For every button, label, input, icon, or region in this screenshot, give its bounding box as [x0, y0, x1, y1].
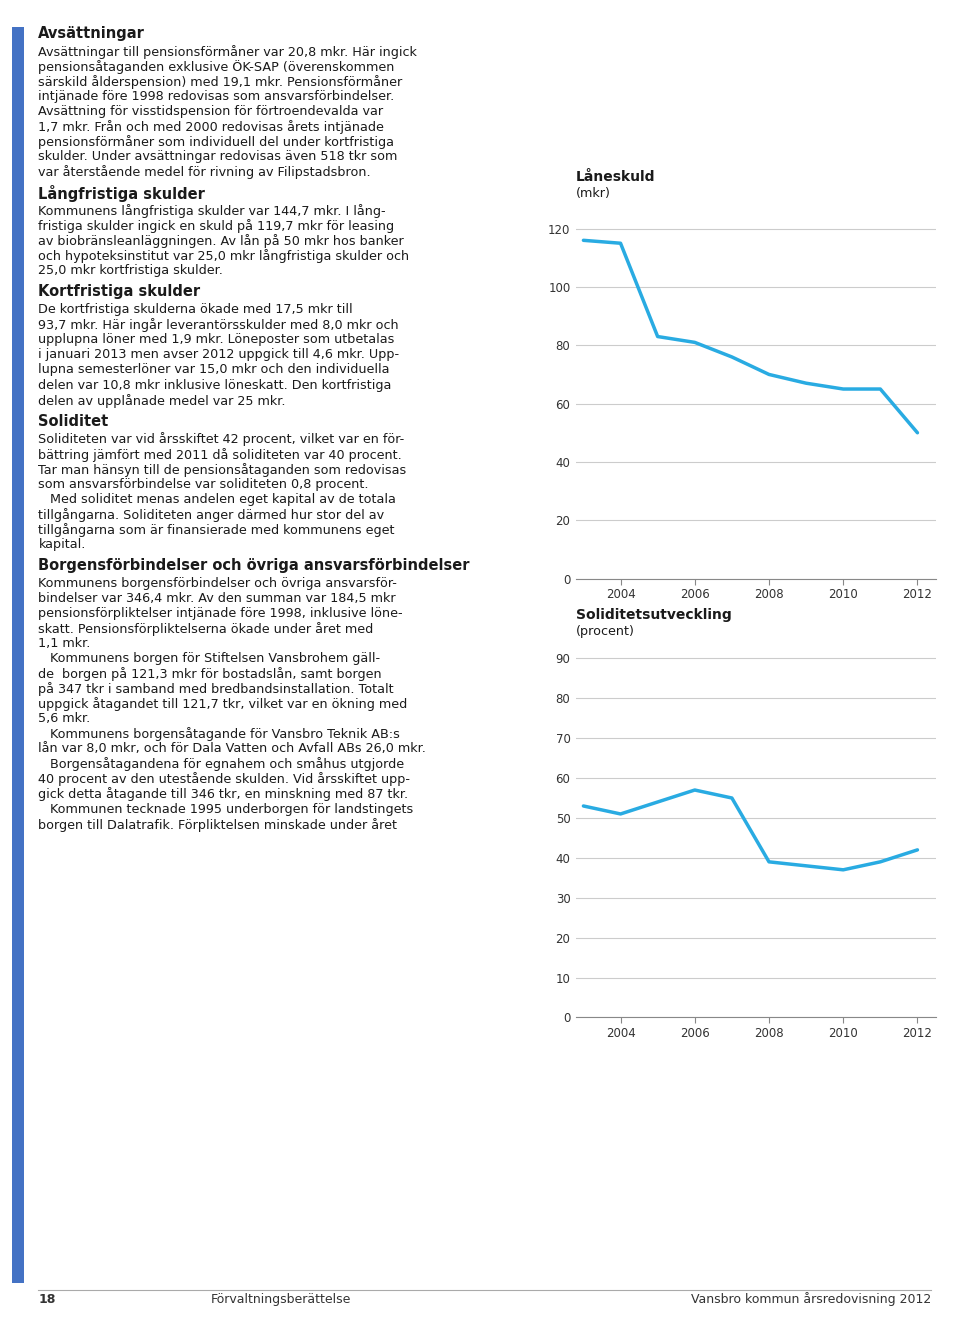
Text: skulder. Under avsättningar redovisas även 518 tkr som: skulder. Under avsättningar redovisas äv…: [38, 150, 397, 164]
Text: 93,7 mkr. Här ingår leverantörsskulder med 8,0 mkr och: 93,7 mkr. Här ingår leverantörsskulder m…: [38, 318, 399, 332]
Text: Soliditeten var vid årsskiftet 42 procent, vilket var en för-: Soliditeten var vid årsskiftet 42 procen…: [38, 432, 405, 447]
Text: borgen till Dalatrafik. Förpliktelsen minskade under året: borgen till Dalatrafik. Förpliktelsen mi…: [38, 818, 397, 831]
Text: var återstående medel för rivning av Filipstadsbron.: var återstående medel för rivning av Fil…: [38, 165, 371, 180]
Text: 18: 18: [38, 1293, 56, 1306]
Text: på 347 tkr i samband med bredbandsinstallation. Totalt: på 347 tkr i samband med bredbandsinstal…: [38, 682, 394, 696]
Text: (procent): (procent): [576, 625, 635, 638]
Text: Kommunens borgensförbindelser och övriga ansvarsför-: Kommunens borgensförbindelser och övriga…: [38, 577, 397, 589]
Text: 1,7 mkr. Från och med 2000 redovisas årets intjänade: 1,7 mkr. Från och med 2000 redovisas åre…: [38, 120, 384, 134]
Text: bättring jämfört med 2011 då soliditeten var 40 procent.: bättring jämfört med 2011 då soliditeten…: [38, 448, 402, 462]
Text: intjänade före 1998 redovisas som ansvarsförbindelser.: intjänade före 1998 redovisas som ansvar…: [38, 90, 395, 102]
Text: Kommunens borgen för Stiftelsen Vansbrohem gäll-: Kommunens borgen för Stiftelsen Vansbroh…: [38, 652, 380, 665]
Text: Soliditet: Soliditet: [38, 414, 108, 428]
Text: Kortfristiga skulder: Kortfristiga skulder: [38, 285, 201, 299]
Text: kapital.: kapital.: [38, 537, 85, 551]
Text: och hypoteksinstitut var 25,0 mkr långfristiga skulder och: och hypoteksinstitut var 25,0 mkr långfr…: [38, 249, 410, 263]
Text: Avsättningar till pensionsförmåner var 20,8 mkr. Här ingick: Avsättningar till pensionsförmåner var 2…: [38, 45, 418, 59]
Text: upplupna löner med 1,9 mkr. Löneposter som utbetalas: upplupna löner med 1,9 mkr. Löneposter s…: [38, 334, 395, 346]
Text: Kommunens borgensåtagande för Vansbro Teknik AB:s: Kommunens borgensåtagande för Vansbro Te…: [38, 728, 400, 741]
Text: Med soliditet menas andelen eget kapital av de totala: Med soliditet menas andelen eget kapital…: [38, 492, 396, 505]
Text: lupna semesterlöner var 15,0 mkr och den individuella: lupna semesterlöner var 15,0 mkr och den…: [38, 363, 390, 376]
Text: bindelser var 346,4 mkr. Av den summan var 184,5 mkr: bindelser var 346,4 mkr. Av den summan v…: [38, 592, 396, 605]
Text: Kommunens långfristiga skulder var 144,7 mkr. I lång-: Kommunens långfristiga skulder var 144,7…: [38, 203, 386, 218]
Text: delen av upplånade medel var 25 mkr.: delen av upplånade medel var 25 mkr.: [38, 394, 286, 407]
Text: av biobränsleanläggningen. Av lån på 50 mkr hos banker: av biobränsleanläggningen. Av lån på 50 …: [38, 234, 404, 249]
Text: gick detta åtagande till 346 tkr, en minskning med 87 tkr.: gick detta åtagande till 346 tkr, en min…: [38, 787, 409, 802]
Text: tillgångarna. Soliditeten anger därmed hur stor del av: tillgångarna. Soliditeten anger därmed h…: [38, 508, 385, 521]
Text: Vansbro kommun årsredovisning 2012: Vansbro kommun årsredovisning 2012: [691, 1291, 931, 1306]
Text: Avsättningar: Avsättningar: [38, 27, 145, 41]
Text: Borgensförbindelser och övriga ansvarsförbindelser: Borgensförbindelser och övriga ansvarsfö…: [38, 559, 469, 573]
Text: 25,0 mkr kortfristiga skulder.: 25,0 mkr kortfristiga skulder.: [38, 265, 224, 278]
Text: 40 procent av den utestående skulden. Vid årsskiftet upp-: 40 procent av den utestående skulden. Vi…: [38, 773, 411, 786]
Text: De kortfristiga skulderna ökade med 17,5 mkr till: De kortfristiga skulderna ökade med 17,5…: [38, 303, 353, 317]
Text: uppgick åtagandet till 121,7 tkr, vilket var en ökning med: uppgick åtagandet till 121,7 tkr, vilket…: [38, 697, 408, 712]
Text: delen var 10,8 mkr inklusive löneskatt. Den kortfristiga: delen var 10,8 mkr inklusive löneskatt. …: [38, 379, 392, 391]
Text: fristiga skulder ingick en skuld på 119,7 mkr för leasing: fristiga skulder ingick en skuld på 119,…: [38, 219, 395, 233]
Text: Tar man hänsyn till de pensionsåtaganden som redovisas: Tar man hänsyn till de pensionsåtaganden…: [38, 463, 407, 476]
Text: de  borgen på 121,3 mkr för bostadslån, samt borgen: de borgen på 121,3 mkr för bostadslån, s…: [38, 668, 382, 681]
Text: (mkr): (mkr): [576, 186, 611, 200]
Text: lån var 8,0 mkr, och för Dala Vatten och Avfall ABs 26,0 mkr.: lån var 8,0 mkr, och för Dala Vatten och…: [38, 742, 426, 755]
Text: Förvaltningsberättelse: Förvaltningsberättelse: [211, 1293, 351, 1306]
Text: pensionsförmåner som individuell del under kortfristiga: pensionsförmåner som individuell del und…: [38, 136, 395, 149]
Text: skatt. Pensionsförpliktelserna ökade under året med: skatt. Pensionsförpliktelserna ökade und…: [38, 622, 373, 636]
Text: 1,1 mkr.: 1,1 mkr.: [38, 637, 91, 650]
Text: Låneskuld: Låneskuld: [576, 169, 656, 184]
Text: i januari 2013 men avser 2012 uppgick till 4,6 mkr. Upp-: i januari 2013 men avser 2012 uppgick ti…: [38, 348, 399, 362]
Text: pensionsåtaganden exklusive ÖK-SAP (överenskommen: pensionsåtaganden exklusive ÖK-SAP (över…: [38, 60, 395, 74]
Text: Borgensåtagandena för egnahem och småhus utgjorde: Borgensåtagandena för egnahem och småhus…: [38, 757, 404, 771]
Text: Soliditetsutveckling: Soliditetsutveckling: [576, 608, 732, 622]
Text: särskild ålderspension) med 19,1 mkr. Pensionsförmåner: särskild ålderspension) med 19,1 mkr. Pe…: [38, 74, 402, 89]
Text: Avsättning för visstidspension för förtroendevalda var: Avsättning för visstidspension för förtr…: [38, 105, 384, 118]
Text: tillgångarna som är finansierade med kommunens eget: tillgångarna som är finansierade med kom…: [38, 523, 395, 537]
Text: 5,6 mkr.: 5,6 mkr.: [38, 713, 90, 725]
Text: som ansvarsförbindelse var soliditeten 0,8 procent.: som ansvarsförbindelse var soliditeten 0…: [38, 477, 369, 491]
Text: Långfristiga skulder: Långfristiga skulder: [38, 185, 205, 202]
Text: pensionsförpliktelser intjänade före 1998, inklusive löne-: pensionsförpliktelser intjänade före 199…: [38, 606, 403, 620]
Text: Kommunen tecknade 1995 underborgen för landstingets: Kommunen tecknade 1995 underborgen för l…: [38, 802, 414, 815]
